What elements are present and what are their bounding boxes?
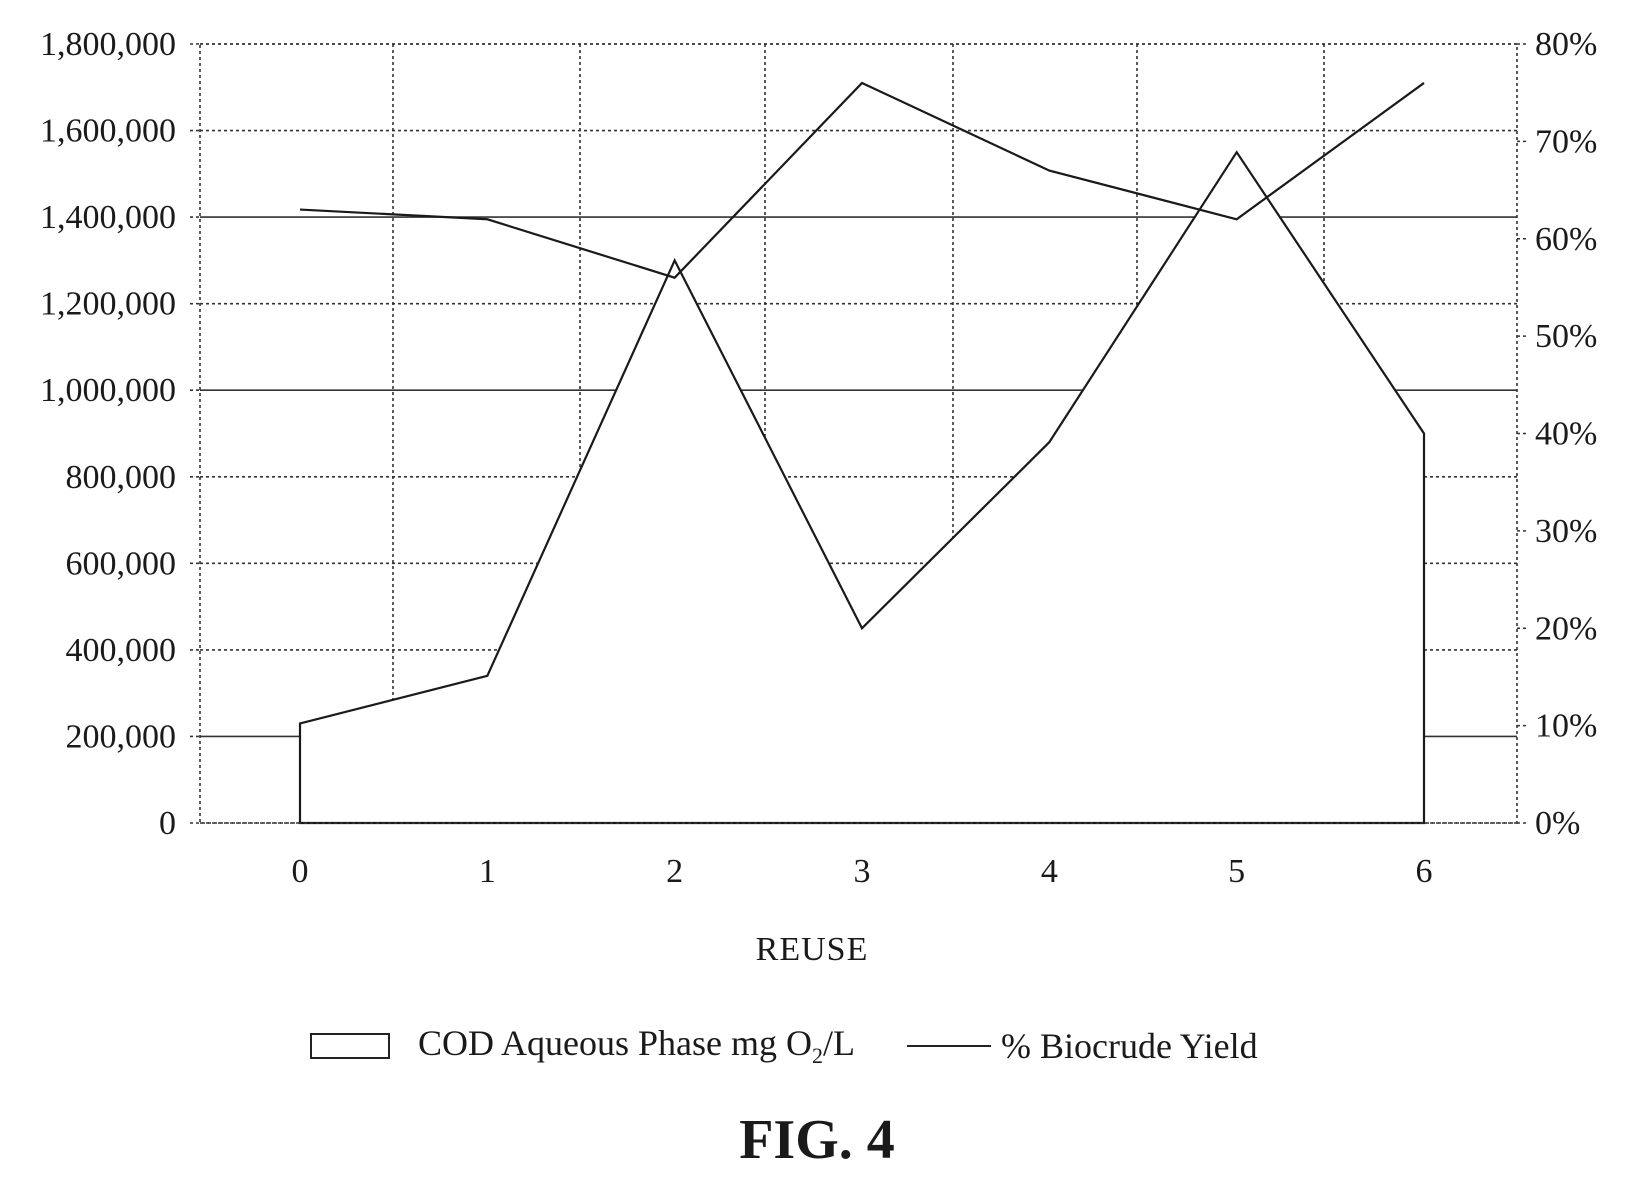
x-tick-label: 5 (1228, 853, 1245, 890)
figure-caption: FIG. 4 (739, 1109, 895, 1171)
left-tick-label: 1,000,000 (40, 372, 176, 409)
legend-area-label: COD Aqueous Phase mg O2/L (418, 1023, 855, 1069)
left-y-axis-ticks: 0 200,000 400,000 600,000 800,000 1,000,000 1,… (40, 26, 200, 842)
right-tick-label: 50% (1535, 318, 1597, 355)
right-tick-label: 10% (1535, 708, 1597, 745)
right-tick-label: 30% (1535, 513, 1597, 550)
right-tick-label: 70% (1535, 123, 1597, 160)
left-tick-label: 1,800,000 (40, 26, 176, 63)
biocrude-line-series (299, 81, 1425, 279)
cod-area-series (298, 150, 1426, 825)
left-tick-label: 1,600,000 (40, 113, 176, 150)
left-tick-label: 1,200,000 (40, 286, 176, 323)
x-tick-label: 0 (292, 853, 309, 890)
x-tick-label: 4 (1041, 853, 1058, 890)
biocrude-yield-line (299, 81, 1425, 279)
x-tick-label: 2 (666, 853, 683, 890)
legend: COD Aqueous Phase mg O2/L % Biocrude Yie… (310, 1022, 1258, 1069)
x-axis-ticks: 0 1 2 3 4 5 6 (292, 853, 1433, 890)
left-tick-label: 0 (159, 805, 176, 842)
right-tick-label: 0% (1535, 805, 1580, 842)
left-tick-label: 400,000 (66, 632, 177, 669)
right-y-axis-ticks: 0% 10% 20% 30% 40% 50% 60% 70% 80% (1517, 26, 1597, 842)
right-tick-label: 80% (1535, 26, 1597, 63)
left-tick-label: 800,000 (66, 459, 177, 496)
x-axis-title: REUSE (756, 931, 869, 968)
left-tick-label: 600,000 (66, 545, 177, 582)
left-tick-label: 1,400,000 (40, 199, 176, 236)
cod-area-shape (298, 150, 1426, 825)
left-tick-label: 200,000 (66, 718, 177, 755)
legend-area-swatch (310, 1032, 390, 1059)
legend-line-swatch (907, 1044, 991, 1047)
x-tick-label: 3 (854, 853, 871, 890)
right-tick-label: 20% (1535, 610, 1597, 647)
right-tick-label: 40% (1535, 416, 1597, 453)
x-tick-label: 1 (479, 853, 496, 890)
x-tick-label: 6 (1416, 853, 1433, 890)
right-tick-label: 60% (1535, 221, 1597, 258)
legend-line-label: % Biocrude Yield (1001, 1025, 1258, 1066)
